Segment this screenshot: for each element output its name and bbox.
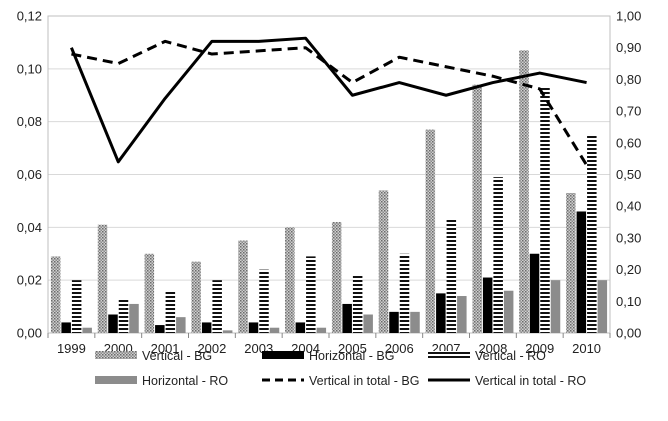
line-vertical-in-total-ro [70, 36, 587, 164]
legend-key-horizontal-ro [95, 376, 137, 384]
y-right-tick-label: 0,60 [616, 135, 641, 150]
bar-horizontal-bg [529, 253, 540, 333]
bar-vertical-bg [566, 192, 576, 333]
bar-horizontal-bg [108, 314, 118, 333]
y-left-tick-label: 0,10 [17, 61, 42, 76]
bar-horizontal-bg [201, 322, 212, 333]
bar-horizontal-ro [176, 317, 186, 333]
bar-vertical-bg [378, 190, 389, 333]
x-tick-label: 2008 [478, 341, 507, 356]
bar-vertical-bg [425, 129, 436, 333]
legend-label: Vertical in total - BG [309, 374, 419, 388]
bar-horizontal-bg [61, 322, 71, 333]
bar-horizontal-bg [295, 322, 306, 333]
bar-horizontal-bg [436, 293, 446, 333]
bar-horizontal-ro [269, 327, 280, 333]
bar-horizontal-bg [342, 303, 352, 333]
bar-vertical-ro [259, 269, 269, 333]
y-right-tick-label: 0,20 [616, 262, 641, 277]
y-right-tick-label: 0,10 [616, 294, 641, 309]
bar-horizontal-ro [503, 290, 514, 333]
bar-vertical-bg [519, 50, 529, 333]
line-vertical-in-total-bg [71, 39, 588, 166]
x-tick-label: 1999 [57, 341, 86, 356]
bar-horizontal-ro [550, 280, 561, 333]
bar-vertical-ro [212, 280, 222, 333]
y-right-tick-label: 0,40 [616, 199, 641, 214]
bar-vertical-bg [191, 261, 201, 333]
y-right-tick-label: 0,90 [616, 40, 641, 55]
y-left-tick-label: 0,02 [17, 273, 42, 288]
bar-vertical-ro [540, 87, 550, 333]
bar-vertical-bg [50, 256, 61, 333]
x-tick-label: 2002 [197, 341, 226, 356]
bar-horizontal-bg [248, 322, 259, 333]
y-right-tick-label: 0,70 [616, 104, 641, 119]
bar-vertical-bg [97, 224, 108, 333]
x-tick-label: 2005 [338, 341, 367, 356]
bar-vertical-ro [118, 298, 129, 333]
legend: Vertical - BG Horizontal - BG Vertical - R… [95, 349, 586, 388]
bar-vertical-ro [493, 177, 503, 333]
legend-label: Vertical in total - RO [475, 374, 586, 388]
legend-label: Vertical - RO [475, 349, 546, 363]
bar-vertical-bg [331, 222, 342, 333]
bar-vertical-ro [306, 256, 316, 333]
y-right-tick-label: 0,80 [616, 72, 641, 87]
y-left-tick-label: 0,08 [17, 114, 42, 129]
legend-label: Horizontal - RO [142, 374, 228, 388]
legend-key-vertical-bg [95, 351, 137, 359]
y-left-tick-label: 0,04 [17, 220, 42, 235]
bar-horizontal-ro [82, 327, 92, 333]
bar-vertical-bg [285, 227, 295, 333]
x-tick-label: 2001 [151, 341, 180, 356]
bar-horizontal-bg [482, 277, 493, 333]
bar-horizontal-ro [222, 330, 233, 333]
plot-area: 0,00 0,02 0,04 0,06 0,08 0,10 0,12 0,00 0,10 0,20… [17, 9, 642, 357]
bar-vertical-ro [446, 219, 457, 333]
bar-horizontal-bg [155, 325, 165, 333]
y-right-tick-label: 0,30 [616, 230, 641, 245]
bar-horizontal-bg [576, 211, 587, 333]
y-left-tick-label: 0,12 [17, 9, 42, 24]
y-right-tick-label: 0,50 [616, 167, 641, 182]
bar-vertical-bg [144, 253, 155, 333]
bar-vertical-ro [399, 253, 410, 333]
x-tick-label: 2010 [572, 341, 601, 356]
bar-vertical-bg [472, 84, 482, 333]
bar-horizontal-bg [389, 311, 399, 333]
bar-horizontal-ro [410, 311, 420, 333]
legend-key-horizontal-bg [262, 351, 304, 359]
bar-vertical-ro [165, 290, 176, 333]
legend-key-vertical-ro [428, 351, 470, 359]
y-left-tick-label: 0,06 [17, 167, 42, 182]
legend-label: Vertical - BG [142, 349, 212, 363]
legend-label: Horizontal - BG [309, 349, 394, 363]
bar-vertical-bg [238, 240, 248, 333]
y-right-tick-label: 1,00 [616, 9, 641, 24]
x-tick-label: 2006 [385, 341, 414, 356]
bar-horizontal-ro [363, 314, 373, 333]
bar-horizontal-ro [597, 280, 608, 333]
bar-horizontal-ro [129, 303, 139, 333]
bar-vertical-ro [71, 280, 82, 333]
y-right-tick-label: 0,00 [616, 326, 641, 341]
bar-vertical-ro [352, 274, 363, 333]
y-left-tick-label: 0,00 [17, 326, 42, 341]
bar-horizontal-ro [316, 327, 327, 333]
bar-vertical-ro [587, 134, 597, 333]
x-tick-label: 2009 [525, 341, 554, 356]
bar-horizontal-ro [457, 296, 467, 333]
